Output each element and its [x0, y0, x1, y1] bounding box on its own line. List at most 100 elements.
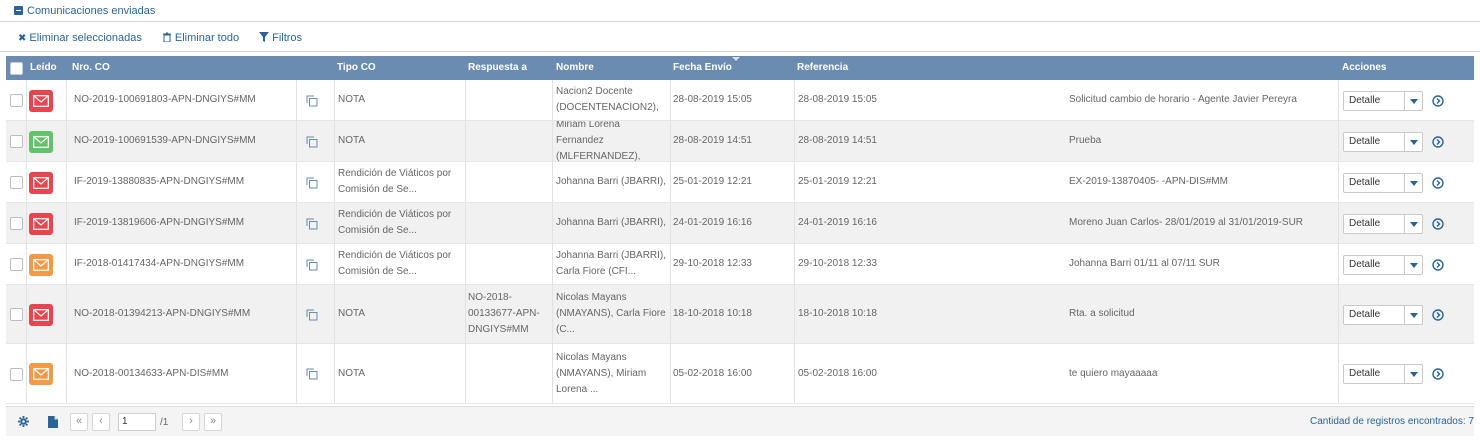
delete-all-button[interactable]: Eliminar todo — [162, 32, 239, 45]
section-header[interactable]: Comunicaciones enviadas — [0, 0, 1480, 22]
go-arrow-circle-icon[interactable] — [1432, 218, 1444, 230]
action-select[interactable]: Detalle — [1343, 364, 1423, 384]
table-row[interactable]: NO-2018-00134633-APN-DIS#MM NOTA Nicolas M… — [6, 344, 1474, 404]
cell-fecha-envio-text: 18-10-2018 10:18 — [673, 308, 752, 319]
copy-icon[interactable] — [306, 309, 318, 321]
table-row[interactable]: IF-2019-13819606-APN-DNGIYS#MM Rendición … — [6, 203, 1474, 244]
column-divider — [1338, 203, 1339, 243]
column-divider — [66, 203, 67, 243]
cell-nro-co: NO-2018-00134633-APN-DIS#MM — [74, 344, 294, 403]
chevron-down-icon[interactable] — [1404, 92, 1422, 110]
row-checkbox[interactable] — [10, 94, 23, 107]
chevron-down-icon[interactable] — [1404, 215, 1422, 233]
next-page-button[interactable]: › — [182, 413, 200, 431]
cell-referencia-text: Solicitud cambio de horario - Agente Jav… — [1069, 94, 1297, 105]
cell-respuesta-a — [468, 344, 548, 403]
table-row[interactable]: IF-2018-01417434-APN-DNGIYS#MM Rendición … — [6, 244, 1474, 285]
first-page-button[interactable]: « — [70, 413, 88, 431]
export-file-icon[interactable] — [48, 416, 58, 431]
header-leido[interactable]: Leído — [30, 62, 57, 73]
copy-icon[interactable] — [306, 177, 318, 189]
go-arrow-circle-icon[interactable] — [1432, 177, 1444, 189]
cell-respuesta-a — [468, 162, 548, 202]
cell-fecha-envio: 28-08-2019 15:05 — [673, 80, 791, 120]
go-arrow-circle-icon[interactable] — [1432, 368, 1444, 380]
action-select[interactable]: Detalle — [1343, 132, 1423, 152]
cell-fecha: 18-10-2018 10:18 — [798, 285, 1058, 343]
cell-fecha: 05-02-2018 16:00 — [798, 344, 1058, 403]
table-row[interactable]: NO-2019-100691539-APN-DNGIYS#MM NOTA Miria… — [6, 121, 1474, 162]
chevron-down-icon[interactable] — [1404, 306, 1422, 324]
communications-table: Leído Nro. CO Tipo CO Respuesta a Nombre… — [6, 56, 1474, 404]
cell-nro-co: IF-2019-13819606-APN-DNGIYS#MM — [74, 203, 294, 243]
chevron-down-icon[interactable] — [1404, 256, 1422, 274]
chevron-down-icon[interactable] — [1404, 365, 1422, 383]
cell-nombre-text: Nicolas Mayans (NMAYANS), Carla Fiore (C… — [556, 292, 666, 335]
row-checkbox[interactable] — [10, 368, 23, 381]
cell-nombre: Johanna Barri (JBARRI), — [556, 203, 668, 243]
header-nombre[interactable]: Nombre — [556, 62, 594, 73]
column-divider — [334, 285, 335, 343]
go-arrow-circle-icon[interactable] — [1432, 136, 1444, 148]
copy-icon[interactable] — [306, 136, 318, 148]
cell-referencia-text: Rta. a solicitud — [1069, 308, 1135, 319]
page-number-input[interactable]: 1 — [118, 413, 156, 431]
header-respuesta-a[interactable]: Respuesta a — [468, 62, 527, 73]
header-tipo-co[interactable]: Tipo CO — [337, 62, 376, 73]
column-divider — [465, 285, 466, 343]
table-row[interactable]: NO-2019-100691803-APN-DNGIYS#MM NOTA Nacio… — [6, 80, 1474, 121]
column-divider — [794, 344, 795, 403]
chevron-down-icon[interactable] — [1404, 133, 1422, 151]
go-arrow-circle-icon[interactable] — [1432, 259, 1444, 271]
column-divider — [66, 80, 67, 120]
chevron-down-icon[interactable] — [1404, 174, 1422, 192]
select-all-checkbox[interactable] — [10, 62, 23, 75]
cell-nombre: Johanna Barri (JBARRI), — [556, 162, 668, 202]
column-divider — [334, 80, 335, 120]
action-select[interactable]: Detalle — [1343, 305, 1423, 325]
cell-nro-co-text: NO-2019-100691539-APN-DNGIYS#MM — [74, 135, 256, 146]
cell-nombre-text: Johanna Barri (JBARRI), — [556, 176, 667, 187]
copy-icon[interactable] — [306, 95, 318, 107]
cell-fecha-envio-text: 28-08-2019 14:51 — [673, 135, 752, 146]
row-checkbox[interactable] — [10, 308, 23, 321]
column-divider — [670, 285, 671, 343]
section-title[interactable]: Comunicaciones enviadas — [27, 4, 156, 17]
collapse-minus-icon[interactable] — [14, 6, 23, 15]
column-divider — [670, 344, 671, 403]
action-select[interactable]: Detalle — [1343, 214, 1423, 234]
header-fecha-envio[interactable]: Fecha Envío — [673, 62, 732, 73]
column-divider — [1338, 162, 1339, 202]
trash-icon — [162, 32, 172, 45]
column-divider — [794, 80, 795, 120]
column-divider — [465, 344, 466, 403]
copy-icon[interactable] — [306, 368, 318, 380]
action-select[interactable]: Detalle — [1343, 91, 1423, 111]
go-arrow-circle-icon[interactable] — [1432, 309, 1444, 321]
cell-fecha: 25-01-2019 12:21 — [798, 162, 1058, 202]
column-divider — [1338, 244, 1339, 284]
cell-fecha-envio-text: 28-08-2019 15:05 — [673, 94, 752, 105]
last-page-button[interactable]: » — [204, 413, 222, 431]
filter-icon — [259, 31, 270, 45]
cell-tipo-co-text: Rendición de Viáticos por Comisión de Se… — [338, 250, 452, 277]
copy-icon[interactable] — [306, 218, 318, 230]
row-checkbox[interactable] — [10, 135, 23, 148]
row-checkbox[interactable] — [10, 176, 23, 189]
table-row[interactable]: IF-2019-13880835-APN-DNGIYS#MM Rendición … — [6, 162, 1474, 203]
header-referencia[interactable]: Referencia — [797, 62, 849, 73]
row-checkbox[interactable] — [10, 217, 23, 230]
copy-icon[interactable] — [306, 259, 318, 271]
row-checkbox[interactable] — [10, 258, 23, 271]
action-select[interactable]: Detalle — [1343, 173, 1423, 193]
delete-selected-button[interactable]: ✖ Eliminar seleccionadas — [18, 32, 142, 44]
table-row[interactable]: NO-2018-01394213-APN-DNGIYS#MM NOTA NO-201… — [6, 285, 1474, 344]
filters-button[interactable]: Filtros — [259, 31, 302, 45]
column-divider — [334, 203, 335, 243]
prev-page-button[interactable]: ‹ — [92, 413, 110, 431]
action-select[interactable]: Detalle — [1343, 255, 1423, 275]
cell-nro-co-text: NO-2019-100691803-APN-DNGIYS#MM — [74, 94, 256, 105]
settings-gear-icon[interactable] — [18, 416, 29, 430]
go-arrow-circle-icon[interactable] — [1432, 95, 1444, 107]
header-nro-co[interactable]: Nro. CO — [72, 62, 110, 73]
